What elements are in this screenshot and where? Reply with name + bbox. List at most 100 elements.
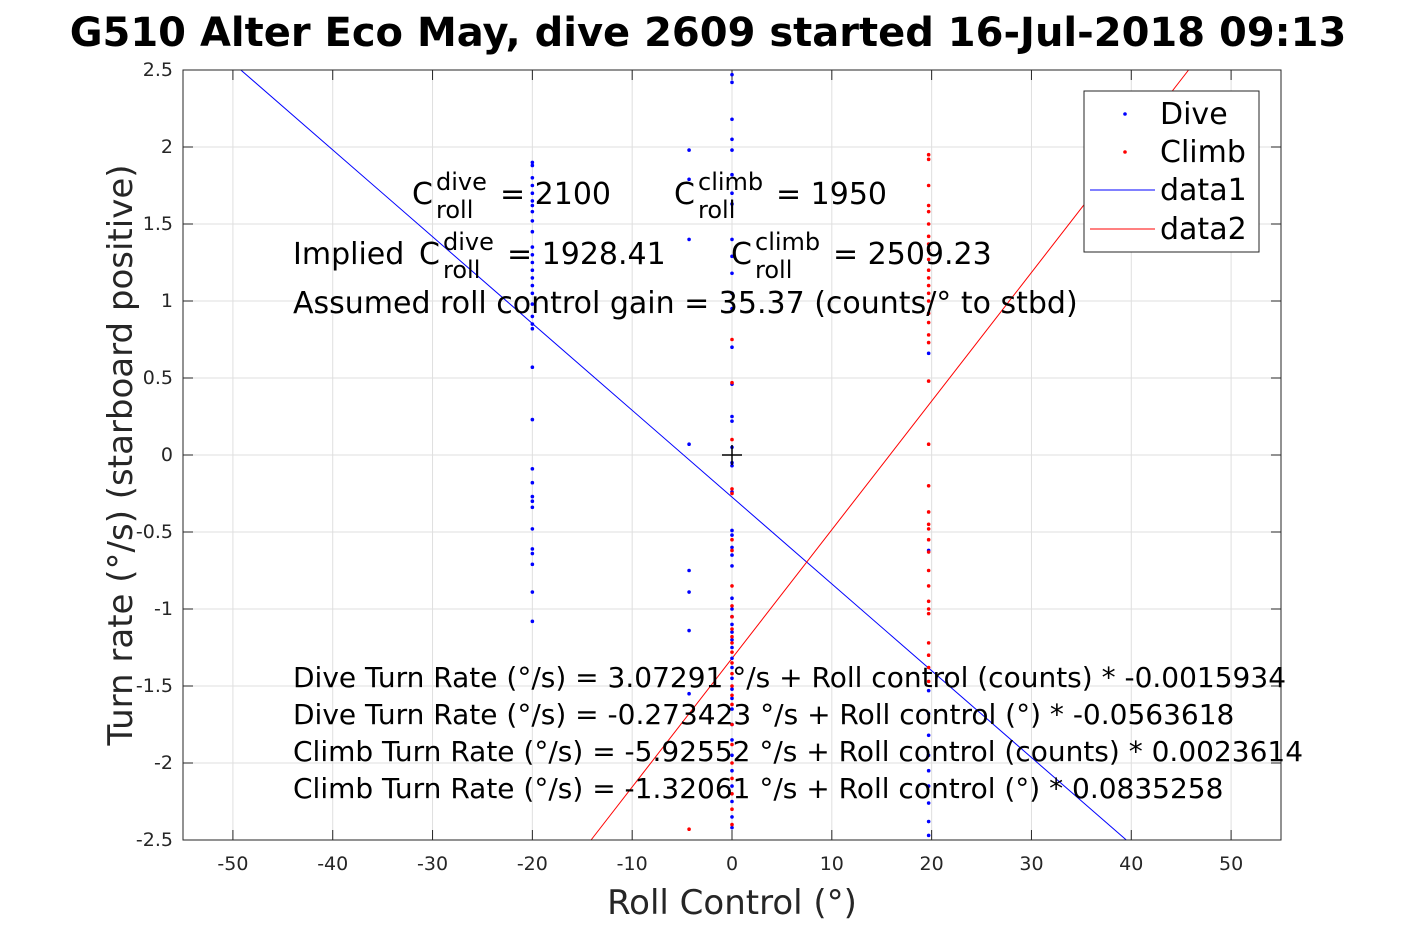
origin-marker-layer (722, 445, 742, 465)
dive-point (530, 209, 535, 214)
climb-point (926, 257, 931, 262)
climb-point (730, 722, 734, 727)
climb-point (730, 537, 734, 542)
climb-point (926, 584, 931, 588)
dive-point (530, 253, 535, 257)
climb-point (730, 661, 734, 665)
c-climb-sup: climb (698, 168, 763, 196)
dive-point (926, 688, 931, 693)
climb-point (730, 650, 734, 654)
climb-point (730, 776, 734, 781)
dive-point (730, 638, 734, 642)
climb-point (730, 491, 734, 496)
dive-point (730, 419, 734, 423)
dive-point (687, 590, 691, 594)
legend-label-data2: data2 (1160, 212, 1247, 247)
dive-point (530, 527, 535, 531)
climb-point (926, 248, 931, 252)
climb-point (926, 152, 931, 157)
dive-point (926, 819, 931, 824)
dive-point (926, 351, 931, 356)
legend-label-dive: Dive (1160, 97, 1228, 132)
climb-point (730, 614, 734, 619)
dive-point (687, 568, 691, 573)
y-tick-label: 1.5 (143, 213, 173, 235)
dive-point (730, 564, 734, 568)
climb-point (926, 203, 931, 208)
dive-point (730, 799, 734, 804)
dive-point (730, 676, 734, 681)
dive-point (530, 219, 535, 223)
climb-point (926, 157, 931, 162)
climb-point (730, 641, 734, 645)
equation-line-2: Dive Turn Rate (°/s) = -0.273423 °/s + R… (293, 698, 1234, 731)
equation-line-4: Climb Turn Rate (°/s) = -1.32061 °/s + R… (293, 772, 1223, 805)
climb-point (730, 742, 734, 747)
climb-point (926, 679, 931, 684)
y-tick-label: -1 (154, 598, 173, 620)
dive-point (730, 271, 734, 276)
climb-point (730, 792, 734, 796)
chart-title: G510 Alter Eco May, dive 2609 started 16… (70, 10, 1347, 56)
dive-point (926, 711, 931, 716)
climb-point (730, 702, 734, 707)
climb-point (730, 437, 734, 442)
dive-point (530, 291, 535, 296)
dive-point (530, 283, 535, 288)
dive-point (530, 551, 535, 556)
legend-marker-dive (1123, 112, 1127, 116)
equation-line-3: Climb Turn Rate (°/s) = -5.92552 °/s + R… (293, 735, 1303, 768)
climb-point (730, 684, 734, 688)
dive-point (926, 733, 931, 738)
x-tick-label: -30 (417, 853, 448, 875)
implied-climb-base: C (731, 237, 752, 272)
climb-point (926, 522, 931, 527)
dive-point (730, 768, 734, 773)
climb-point (730, 337, 734, 342)
climb-point (730, 627, 734, 631)
x-tick-label: 40 (1119, 853, 1143, 875)
climb-point (926, 599, 931, 604)
climb-point (926, 641, 931, 645)
dive-point (730, 630, 734, 634)
y-tick-label: 0.5 (143, 367, 173, 389)
climb-point (730, 634, 734, 639)
y-tick-label: -0.5 (136, 521, 173, 543)
dive-point (530, 562, 535, 567)
dive-point (730, 172, 734, 177)
climb-point (926, 340, 931, 345)
dive-point (687, 628, 691, 633)
dive-point (730, 825, 734, 830)
dive-point (530, 163, 535, 168)
climb-point (730, 761, 734, 765)
climb-point (926, 299, 931, 303)
dive-point (530, 494, 535, 499)
x-tick-label: -50 (217, 853, 248, 875)
y-axis-label: Turn rate (°/s) (starboard positive) (101, 164, 141, 746)
dive-point (730, 72, 734, 77)
legend-box (1083, 90, 1260, 253)
x-tick-label: -10 (617, 853, 648, 875)
climb-point (926, 283, 931, 288)
x-tick-label: 30 (1019, 853, 1043, 875)
dive-point (530, 183, 535, 188)
climb-point (926, 291, 931, 296)
dive-point (530, 467, 535, 471)
dive-point (687, 177, 691, 182)
climb-point (926, 234, 931, 239)
dive-point (730, 137, 734, 142)
climb-point (926, 333, 931, 337)
climb-point (926, 276, 931, 280)
x-tick-label: 10 (820, 853, 844, 875)
y-tick-label: 0 (161, 444, 173, 466)
c-climb-value: = 1950 (776, 177, 887, 212)
dive-point (730, 784, 734, 788)
dive-point (730, 707, 734, 711)
dive-point (730, 753, 734, 758)
climb-point (926, 379, 931, 383)
climb-point (926, 611, 931, 616)
dive-point (530, 314, 535, 319)
climb-point (730, 693, 734, 698)
